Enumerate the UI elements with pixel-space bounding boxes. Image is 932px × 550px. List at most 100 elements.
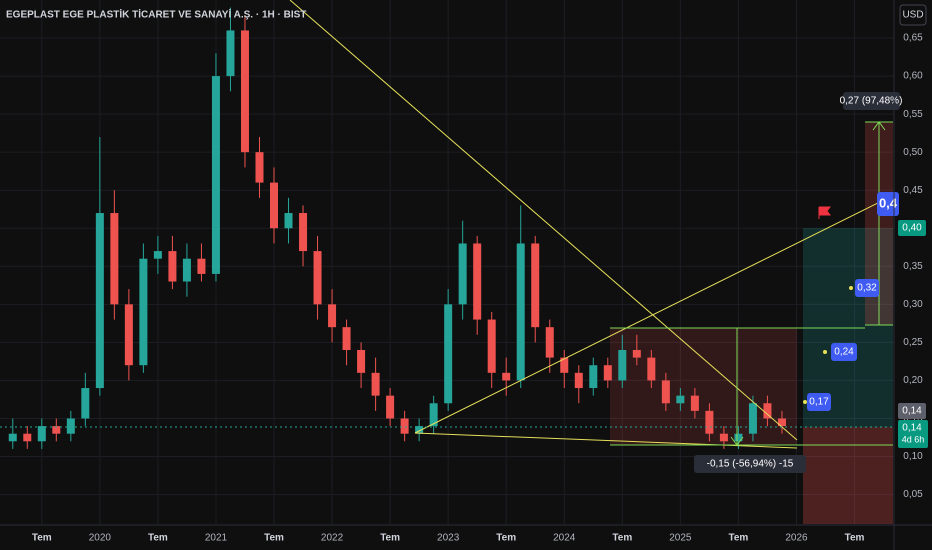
arrow	[872, 121, 886, 131]
y-tick-label: 0,65	[903, 33, 923, 44]
currency[interactable]: USD	[902, 10, 923, 21]
candle-body	[139, 258, 148, 366]
loss-zone	[803, 427, 893, 524]
candle-body	[589, 365, 598, 389]
candle-body	[168, 251, 177, 282]
price-tag: 0,24	[834, 347, 854, 358]
x-tick-label: Tem	[380, 533, 400, 544]
x-tick-label: Tem	[729, 533, 749, 544]
candle-body	[110, 213, 119, 305]
y-tick-label: 0,20	[903, 375, 923, 386]
y-tick-label: 0,25	[903, 337, 923, 348]
price-tag-box	[831, 343, 857, 361]
x-tick-label: Tem	[496, 533, 516, 544]
x-tick-label: 2021	[205, 533, 228, 544]
y-tick-label: 0,05	[903, 489, 923, 500]
price-tag: 0,17	[809, 397, 829, 408]
chart-title: EGEPLAST EGE PLASTİK TİCARET VE SANAYİ A…	[6, 8, 306, 21]
y-tick-label: 0,50	[903, 147, 923, 158]
y-tick-label: 0,10	[903, 451, 923, 462]
candle-body	[647, 357, 656, 381]
candles	[8, 7, 786, 449]
candle-body	[690, 395, 699, 411]
trend-line	[414, 196, 891, 434]
candle-body	[226, 30, 235, 77]
x-tick-label: 2024	[553, 533, 576, 544]
candle-body	[95, 213, 104, 389]
candle-body	[81, 388, 90, 419]
arrow	[730, 436, 744, 446]
candle-body	[473, 243, 482, 320]
candle-body	[313, 251, 322, 305]
price-tag-box	[855, 279, 879, 297]
candle-body	[487, 319, 496, 373]
candle-body	[37, 426, 46, 442]
y-tick-label: 0,35	[903, 261, 923, 272]
x-tick-label: 2025	[669, 533, 692, 544]
y-tick-label: 0,60	[903, 71, 923, 82]
measure-label-box	[843, 92, 900, 110]
candle-body	[342, 327, 351, 350]
price-tag: 0,32	[857, 283, 877, 294]
candle-body	[357, 350, 366, 373]
trend-line	[289, 0, 798, 441]
drawings	[0, 0, 893, 449]
y-tick-label: 0,45	[903, 185, 923, 196]
x-tick-label: 2022	[321, 533, 344, 544]
flag	[818, 206, 831, 219]
currency-box[interactable]	[899, 4, 927, 26]
y-tick-label: 0,30	[903, 299, 923, 310]
candle-body	[661, 380, 670, 404]
candle-body	[429, 403, 438, 427]
x-tick-label: Tem	[32, 533, 52, 544]
axis-tag-box	[898, 220, 926, 236]
candle-body	[211, 76, 220, 274]
candle-body	[328, 304, 337, 328]
candle-body	[66, 418, 75, 434]
candle-body	[255, 152, 264, 183]
candle-body	[734, 433, 743, 442]
candle-body	[8, 433, 17, 442]
candle-body	[444, 304, 453, 404]
candle-body	[386, 395, 395, 419]
x-tick-label: Tem	[845, 533, 865, 544]
x-tick-label: Tem	[148, 533, 168, 544]
candle-body	[777, 418, 786, 427]
x-tick-label: 2023	[437, 533, 460, 544]
candle-body	[197, 258, 206, 274]
tag-dot	[823, 350, 827, 354]
axis-tag-box	[898, 420, 928, 448]
candle-body	[545, 327, 554, 358]
candle-body	[502, 372, 511, 381]
candle-body	[560, 357, 569, 373]
candle-body	[676, 395, 685, 404]
candle-body	[182, 258, 191, 282]
candle-body	[632, 350, 641, 358]
price-tag: 0,4	[879, 195, 898, 210]
candle-body	[400, 418, 409, 434]
candle-body	[574, 372, 583, 389]
candle-body	[705, 410, 714, 434]
x-tick-label: Tem	[264, 533, 284, 544]
axis-tag-box	[898, 403, 926, 419]
price-tag-box	[807, 393, 831, 411]
candle-body	[415, 426, 424, 434]
candle-body	[371, 372, 380, 396]
measure-label: -0,15 (-56,94%) -15	[707, 459, 794, 470]
measure-label-box	[694, 455, 806, 473]
candle-body	[153, 251, 162, 259]
candle-body	[618, 350, 627, 381]
candle-body	[23, 433, 32, 442]
candle-body	[124, 304, 133, 366]
axis-tag: 0,14	[902, 423, 922, 434]
candle-body	[458, 243, 467, 305]
candle-body	[270, 182, 279, 229]
axis-tag: 0,40	[902, 223, 922, 234]
candle-body	[763, 403, 772, 419]
candle-body	[284, 213, 293, 229]
measure-label: 0,27 (97,48%)	[840, 96, 903, 107]
candle-body	[719, 433, 728, 442]
axis-tag: 4d 6h	[902, 434, 925, 444]
